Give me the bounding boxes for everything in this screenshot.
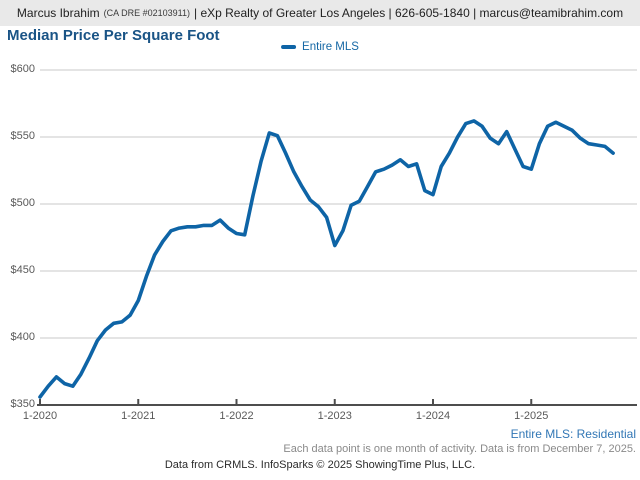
x-tick-label: 1-2020 xyxy=(22,410,58,422)
chart-title: Median Price Per Square Foot xyxy=(7,27,220,44)
source-credit: Data from CRMLS. InfoSparks © 2025 Showi… xyxy=(164,459,476,471)
x-tick-label: 1-2021 xyxy=(121,410,156,422)
y-tick-label: $350 xyxy=(10,398,35,410)
x-tick-label: 1-2025 xyxy=(514,410,549,422)
legend-line-swatch xyxy=(281,45,297,49)
agent-contact-info: | eXp Realty of Greater Los Angeles | 62… xyxy=(194,6,624,20)
x-tick-label: 1-2022 xyxy=(219,410,254,422)
y-tick-label: $500 xyxy=(10,197,35,209)
data-date-note: Each data point is one month of activity… xyxy=(283,443,636,455)
agent-name: Marcus Ibrahim xyxy=(16,6,100,20)
agent-header: Marcus Ibrahim (CA DRE #02103911) | eXp … xyxy=(0,0,640,26)
agent-dre-number: (CA DRE #02103911) xyxy=(103,8,190,18)
entire-mls-price-line xyxy=(38,119,615,399)
series-description: Entire MLS: Residential xyxy=(510,427,636,441)
x-tick-label: 1-2023 xyxy=(317,410,352,422)
y-tick-label: $450 xyxy=(10,264,35,276)
y-tick-label: $550 xyxy=(10,130,35,142)
y-tick-label: $400 xyxy=(10,331,35,343)
y-tick-label: $600 xyxy=(10,63,35,75)
x-tick-label: 1-2024 xyxy=(415,410,451,422)
legend-label: Entire MLS xyxy=(302,41,359,53)
chart-legend: Entire MLS xyxy=(281,41,359,53)
